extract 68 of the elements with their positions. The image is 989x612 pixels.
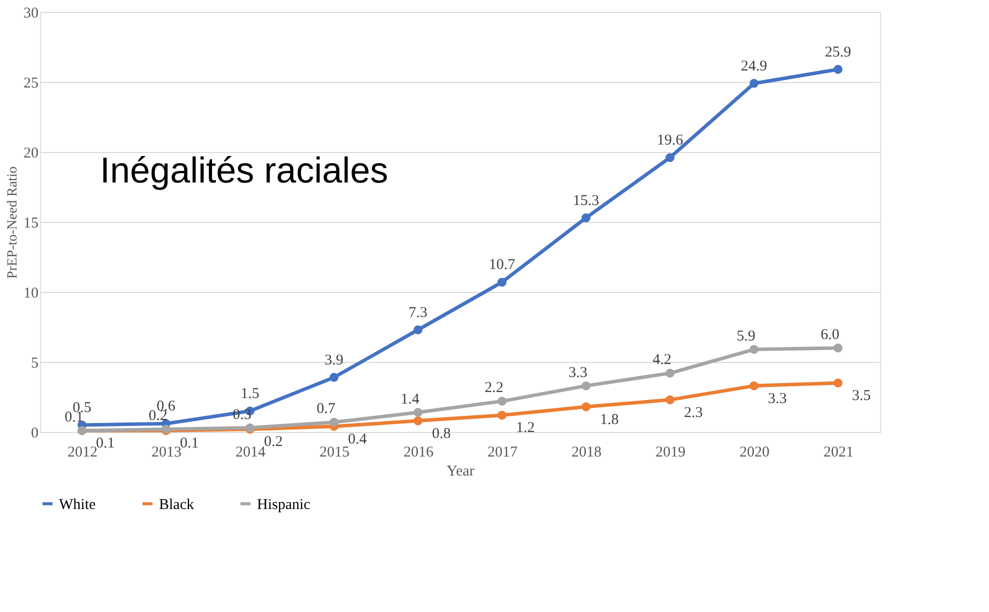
x-tick-label: 2014	[236, 444, 266, 460]
point	[666, 153, 674, 162]
x-tick-label: 2012	[68, 444, 98, 460]
point	[414, 408, 422, 417]
data-label: 0.7	[316, 401, 336, 418]
data-label: 1.4	[400, 391, 420, 408]
point	[834, 344, 842, 352]
data-label: 0.8	[432, 426, 451, 442]
point	[414, 416, 422, 426]
data-label: 0.2	[264, 434, 283, 450]
data-label: 2.2	[484, 380, 504, 396]
data-label: 5.9	[736, 328, 756, 344]
data-label: 19.6	[656, 132, 684, 149]
point	[330, 418, 338, 427]
x-tick-label: 2021	[824, 444, 854, 460]
y-tick-label: 30	[24, 6, 38, 22]
data-label: 15.3	[572, 192, 600, 209]
point	[750, 344, 758, 354]
point	[834, 64, 842, 74]
point	[330, 372, 338, 382]
text: Inégalités raciales	[100, 150, 388, 191]
point	[498, 410, 506, 420]
x-tick-label: 2016	[404, 444, 434, 460]
x-axis-title: Year	[446, 464, 474, 480]
y-tick-label: 10	[24, 286, 38, 302]
x-tick-label: 2019	[656, 444, 686, 460]
data-label: 0.1	[96, 436, 115, 452]
data-label: 0.1	[180, 436, 199, 452]
x-tick-label: 2018	[572, 444, 602, 460]
legend-label: Black	[159, 496, 194, 513]
data-label: 25.9	[824, 44, 852, 60]
data-label: 1.2	[516, 420, 535, 436]
y-tick-label: 15	[24, 216, 38, 232]
data-label: 24.9	[740, 58, 768, 74]
data-label: 0.4	[348, 431, 368, 448]
point	[666, 395, 674, 404]
data-label: 3.5	[852, 388, 871, 404]
data-label: 3.3	[568, 364, 588, 381]
data-label: 2.3	[684, 404, 703, 421]
point	[498, 396, 506, 406]
point	[834, 378, 842, 388]
y-tick-label: 0	[31, 426, 38, 442]
x-tick-label: 2015	[320, 444, 350, 460]
legend-label: White	[59, 496, 96, 513]
x-tick-label: 2013	[152, 444, 182, 460]
x-tick-label: 2020	[740, 444, 770, 460]
legend-label: Hispanic	[257, 496, 311, 513]
point	[582, 381, 590, 390]
y-axis-title: PrEP-to-Need Ratio	[6, 166, 20, 279]
point	[582, 402, 590, 412]
data-label: 3.3	[768, 390, 787, 407]
y-tick-label: 20	[24, 146, 38, 162]
data-label: 6.0	[820, 327, 840, 343]
y-tick-label: 25	[24, 76, 38, 92]
data-label: 3.9	[324, 352, 344, 368]
x-tick-label: 2017	[488, 444, 518, 460]
point	[750, 381, 758, 390]
point	[666, 368, 674, 378]
y-tick-label: 5	[31, 356, 38, 372]
data-label: 4.2	[652, 352, 672, 368]
point	[498, 278, 506, 287]
data-label: 1.8	[600, 412, 619, 428]
point	[750, 78, 758, 88]
data-label: 1.5	[240, 386, 260, 402]
point	[582, 213, 590, 222]
data-label: 10.7	[488, 257, 516, 274]
point	[414, 325, 422, 334]
data-label: 7.3	[408, 304, 428, 321]
